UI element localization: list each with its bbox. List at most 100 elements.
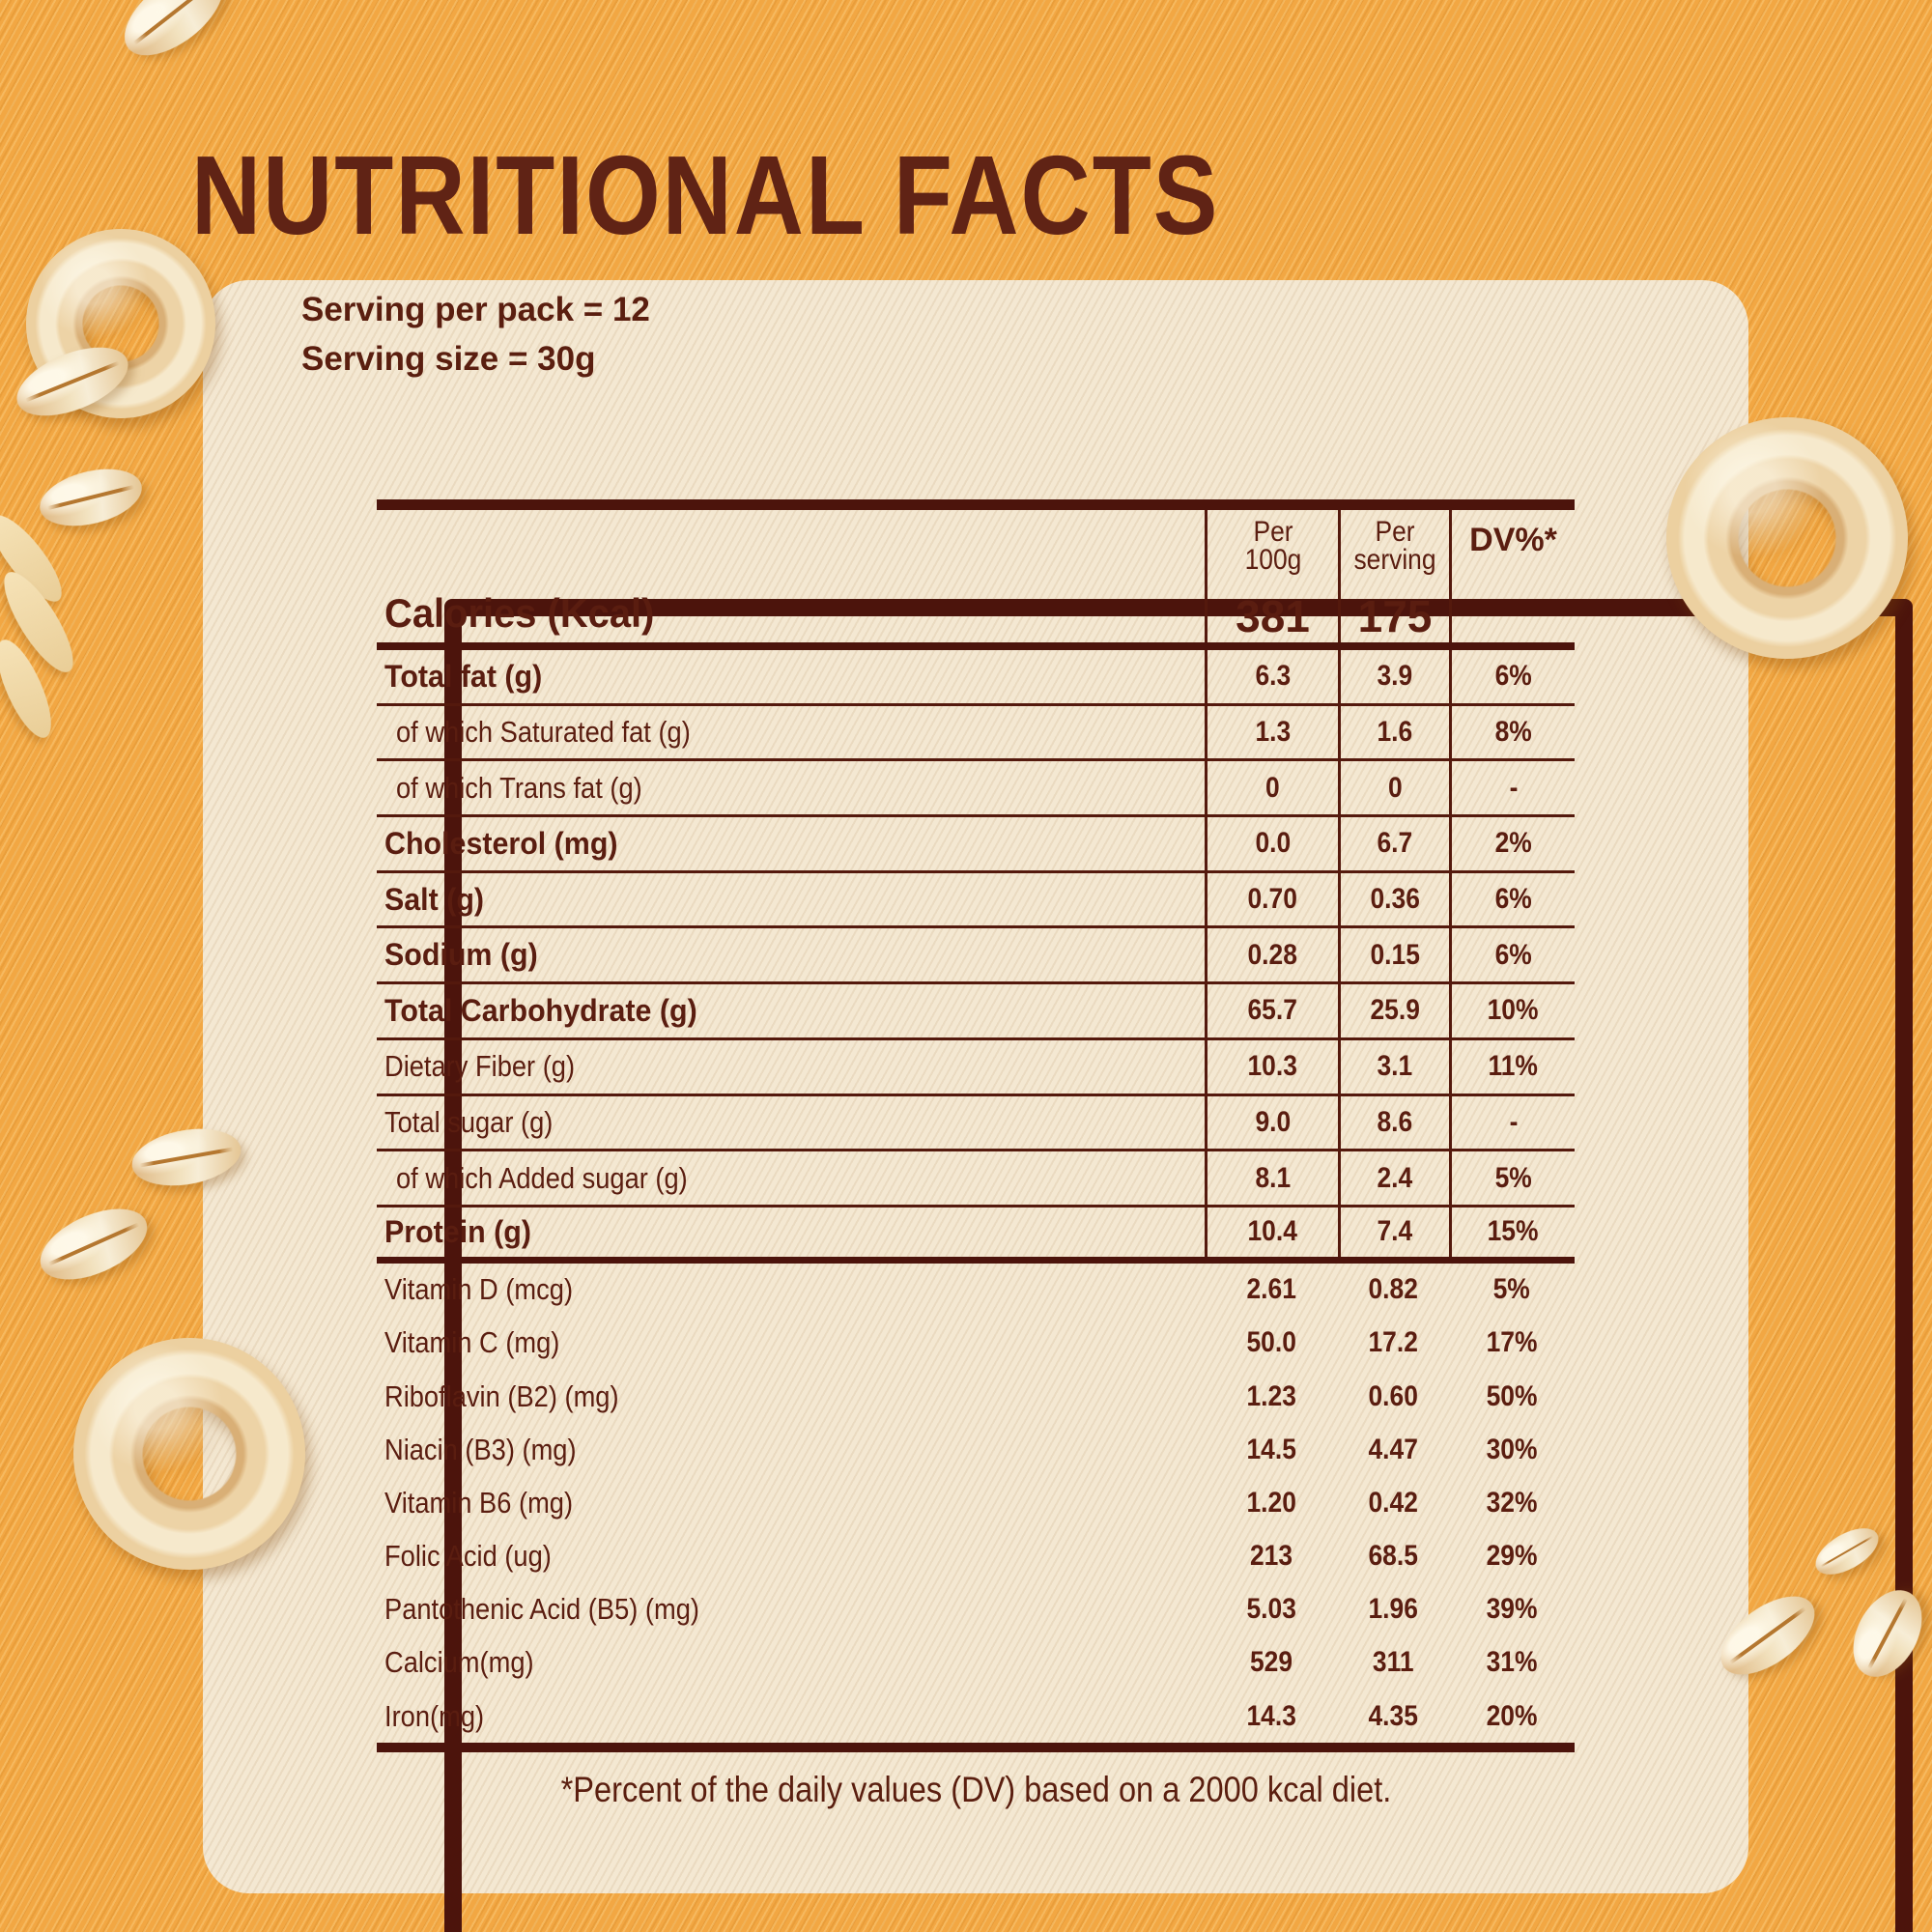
row-value-dv-percent: 8%: [1449, 705, 1575, 759]
row-value-dv-percent: 30%: [1486, 1433, 1538, 1465]
table-row: Cholesterol (mg) 0.0 6.7 2%: [377, 817, 1575, 873]
row-value-per-serving: 0.60: [1368, 1379, 1419, 1412]
oat-flake-icon: [34, 459, 148, 536]
row-label: Sodium (g): [384, 937, 538, 973]
row-value-per-100g: 50.0: [1246, 1326, 1296, 1359]
table-row: Protein (g) 10.4 7.4 15%: [377, 1207, 1575, 1264]
column-label: Per 100g: [1244, 516, 1301, 577]
row-label: Calcium(mg): [384, 1645, 534, 1680]
row-value-per-100g: 6.3: [1205, 650, 1338, 703]
row-value-dv-percent: -: [1449, 1095, 1575, 1150]
daily-value-footnote: *Percent of the daily values (DV) based …: [560, 1770, 1391, 1809]
table-row: Total Carbohydrate (g) 65.7 25.9 10%: [377, 984, 1575, 1040]
nutrition-table: Calories (Kcal) Per 100g 381 Per serving…: [377, 499, 1575, 1753]
column-dv-percent: DV%*: [1449, 510, 1575, 642]
page-title: NUTRITIONAL FACTS: [191, 132, 1220, 259]
table-row: Folic Acid (ug) 213 68.5 29%: [377, 1530, 1575, 1583]
row-value-per-100g: 0: [1205, 761, 1338, 815]
row-value-per-100g: 0.28: [1205, 928, 1338, 982]
row-label: Vitamin C (mg): [384, 1325, 560, 1360]
table-row: Sodium (g) 0.28 0.15 6%: [377, 928, 1575, 985]
table-row: Niacin (B3) (mg) 14.5 4.47 30%: [377, 1423, 1575, 1476]
row-value-per-100g: 14.5: [1246, 1433, 1296, 1465]
row-value-per-serving: 3.9: [1338, 650, 1449, 703]
row-value-per-100g: 10.3: [1205, 1039, 1338, 1094]
row-label: Niacin (B3) (mg): [384, 1432, 577, 1466]
oat-flake-icon: [29, 1194, 158, 1294]
row-label: of which Added sugar (g): [396, 1160, 688, 1195]
row-value-dv-percent: 5%: [1449, 1151, 1575, 1205]
row-value-dv-percent: 29%: [1486, 1540, 1538, 1573]
row-label: of which Saturated fat (g): [396, 715, 691, 750]
table-row: of which Added sugar (g) 8.1 2.4 5%: [377, 1151, 1575, 1208]
nutrition-panel: [203, 280, 1913, 1932]
calories-per-serving: 175: [1357, 591, 1433, 641]
row-value-per-100g: 529: [1249, 1646, 1293, 1679]
row-label: Pantothenic Acid (B5) (mg): [384, 1592, 699, 1627]
row-value-per-serving: 311: [1373, 1646, 1414, 1679]
row-value-per-100g: 1.23: [1246, 1379, 1296, 1412]
column-label: Per serving: [1353, 516, 1436, 577]
row-value-dv-percent: 17%: [1486, 1326, 1538, 1359]
row-label: Iron(mg): [384, 1698, 485, 1733]
row-value-dv-percent: 6%: [1449, 872, 1575, 926]
table-row: Vitamin B6 (mg) 1.20 0.42 32%: [377, 1476, 1575, 1529]
table-row: Vitamin D (mcg) 2.61 0.82 5%: [377, 1264, 1575, 1317]
row-value-per-serving: 0.15: [1338, 928, 1449, 982]
row-value-per-100g: 14.3: [1246, 1699, 1296, 1732]
table-row: Pantothenic Acid (B5) (mg) 5.03 1.96 39%: [377, 1583, 1575, 1636]
row-value-dv-percent: 39%: [1486, 1593, 1538, 1626]
row-value-dv-percent: 6%: [1449, 650, 1575, 703]
table-header: Calories (Kcal) Per 100g 381 Per serving…: [377, 499, 1575, 650]
row-label: Folic Acid (ug): [384, 1539, 552, 1574]
row-value-dv-percent: 15%: [1449, 1207, 1575, 1257]
row-value-dv-percent: 50%: [1486, 1379, 1538, 1412]
row-value-per-serving: 3.1: [1338, 1039, 1449, 1094]
row-value-per-100g: 10.4: [1205, 1207, 1338, 1257]
column-label: DV%*: [1469, 522, 1557, 558]
row-value-per-100g: 1.3: [1205, 705, 1338, 759]
row-value-per-serving: 7.4: [1338, 1207, 1449, 1257]
row-value-per-100g: 8.1: [1205, 1151, 1338, 1205]
row-value-dv-percent: 2%: [1449, 817, 1575, 870]
row-value-per-100g: 213: [1249, 1540, 1293, 1573]
table-row: Dietary Fiber (g) 10.3 3.1 11%: [377, 1039, 1575, 1096]
row-value-per-100g: 0.70: [1205, 872, 1338, 926]
row-value-per-serving: 4.35: [1368, 1699, 1419, 1732]
row-value-dv-percent: 6%: [1449, 928, 1575, 982]
row-value-per-serving: 25.9: [1338, 984, 1449, 1037]
table-row: Iron(mg) 14.3 4.35 20%: [377, 1690, 1575, 1743]
row-value-dv-percent: -: [1449, 761, 1575, 815]
row-label: Vitamin D (mcg): [384, 1272, 574, 1307]
row-value-per-serving: 68.5: [1368, 1540, 1419, 1573]
row-label: Protein (g): [384, 1213, 531, 1249]
row-value-per-100g: 2.61: [1246, 1273, 1296, 1306]
calories-per-100g: 381: [1236, 591, 1310, 641]
table-row: of which Saturated fat (g) 1.3 1.6 8%: [377, 705, 1575, 762]
row-value-per-100g: 9.0: [1205, 1095, 1338, 1150]
nutrient-rows: Total fat (g) 6.3 3.9 6% of which Saturated …: [377, 650, 1575, 1264]
table-row: Salt (g) 0.70 0.36 6%: [377, 872, 1575, 929]
row-label: Total fat (g): [384, 658, 543, 694]
row-value-per-serving: 8.6: [1338, 1095, 1449, 1150]
table-row: Riboflavin (B2) (mg) 1.23 0.60 50%: [377, 1370, 1575, 1423]
row-value-per-100g: 1.20: [1246, 1486, 1296, 1519]
serving-info: Serving per pack = 12 Serving size = 30g: [301, 286, 650, 384]
oat-flake-icon: [109, 0, 239, 72]
row-value-per-serving: 17.2: [1368, 1326, 1419, 1359]
row-value-dv-percent: 20%: [1486, 1699, 1538, 1732]
column-per-100g: Per 100g 381: [1205, 510, 1338, 642]
column-per-serving: Per serving 175: [1338, 510, 1449, 642]
row-value-dv-percent: 10%: [1449, 984, 1575, 1037]
serving-size: Serving size = 30g: [301, 339, 596, 378]
serving-per-pack: Serving per pack = 12: [301, 291, 650, 328]
table-row: Total sugar (g) 9.0 8.6-: [377, 1095, 1575, 1152]
row-value-dv-percent: 5%: [1492, 1273, 1531, 1306]
row-value-per-serving: 2.4: [1338, 1151, 1449, 1205]
row-value-per-100g: 65.7: [1205, 984, 1338, 1037]
table-row: Calcium(mg) 529 311 31%: [377, 1636, 1575, 1690]
table-row: Total fat (g) 6.3 3.9 6%: [377, 650, 1575, 706]
row-value-per-serving: 1.6: [1338, 705, 1449, 759]
row-label: Riboflavin (B2) (mg): [384, 1378, 619, 1413]
